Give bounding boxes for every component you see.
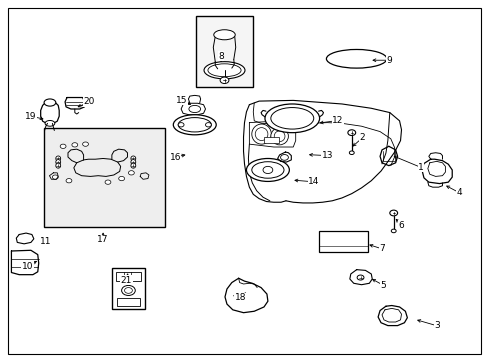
Text: 12: 12 <box>332 116 343 125</box>
Ellipse shape <box>131 163 136 168</box>
Ellipse shape <box>205 123 211 127</box>
Ellipse shape <box>56 159 61 165</box>
Ellipse shape <box>255 128 267 140</box>
Text: 3: 3 <box>434 321 440 330</box>
Ellipse shape <box>122 285 135 296</box>
Text: 20: 20 <box>83 97 95 106</box>
Ellipse shape <box>188 105 200 113</box>
Ellipse shape <box>52 175 58 179</box>
Ellipse shape <box>264 104 319 133</box>
Ellipse shape <box>56 156 61 161</box>
Ellipse shape <box>45 121 55 126</box>
Ellipse shape <box>326 49 386 68</box>
Ellipse shape <box>348 151 353 154</box>
Text: 21: 21 <box>121 276 132 285</box>
Ellipse shape <box>60 144 66 148</box>
Ellipse shape <box>173 115 216 135</box>
Text: 19: 19 <box>25 112 37 121</box>
Ellipse shape <box>347 130 355 135</box>
Text: 10: 10 <box>22 262 33 271</box>
Bar <box>264 136 278 143</box>
Text: 4: 4 <box>455 188 461 197</box>
Ellipse shape <box>213 30 235 40</box>
Ellipse shape <box>274 131 285 141</box>
Ellipse shape <box>389 210 397 216</box>
Text: 16: 16 <box>169 153 181 162</box>
Bar <box>116 272 141 281</box>
Ellipse shape <box>270 108 313 129</box>
Text: 18: 18 <box>234 293 246 302</box>
Ellipse shape <box>280 154 288 160</box>
Ellipse shape <box>56 163 61 168</box>
Ellipse shape <box>270 128 288 145</box>
Ellipse shape <box>128 171 134 175</box>
Ellipse shape <box>119 176 124 181</box>
Text: 1: 1 <box>417 163 423 172</box>
Bar <box>195 17 253 87</box>
Ellipse shape <box>251 124 271 144</box>
Text: 8: 8 <box>218 52 224 61</box>
Bar <box>117 298 140 306</box>
Ellipse shape <box>251 162 284 178</box>
Text: 5: 5 <box>379 280 385 289</box>
Ellipse shape <box>178 123 183 127</box>
Ellipse shape <box>263 166 272 174</box>
Text: 15: 15 <box>176 96 187 105</box>
Ellipse shape <box>82 142 88 146</box>
Ellipse shape <box>105 180 111 184</box>
Text: 7: 7 <box>378 244 384 253</box>
Text: 11: 11 <box>40 237 51 246</box>
Text: 13: 13 <box>321 151 332 160</box>
Ellipse shape <box>72 143 78 147</box>
Bar <box>112 267 145 309</box>
Text: 2: 2 <box>359 133 365 142</box>
Ellipse shape <box>356 275 363 280</box>
Ellipse shape <box>246 158 289 181</box>
Ellipse shape <box>124 288 132 293</box>
Ellipse shape <box>390 229 395 233</box>
Ellipse shape <box>178 118 211 132</box>
Ellipse shape <box>131 156 136 161</box>
Bar <box>43 128 164 226</box>
Ellipse shape <box>207 64 241 77</box>
Bar <box>318 231 367 252</box>
Text: 9: 9 <box>385 56 391 65</box>
Text: 17: 17 <box>97 235 109 244</box>
Text: 6: 6 <box>398 221 404 230</box>
Ellipse shape <box>44 99 56 106</box>
Text: 14: 14 <box>307 177 319 186</box>
Ellipse shape <box>203 62 244 79</box>
Ellipse shape <box>131 159 136 165</box>
Ellipse shape <box>66 179 72 183</box>
Ellipse shape <box>220 77 228 84</box>
